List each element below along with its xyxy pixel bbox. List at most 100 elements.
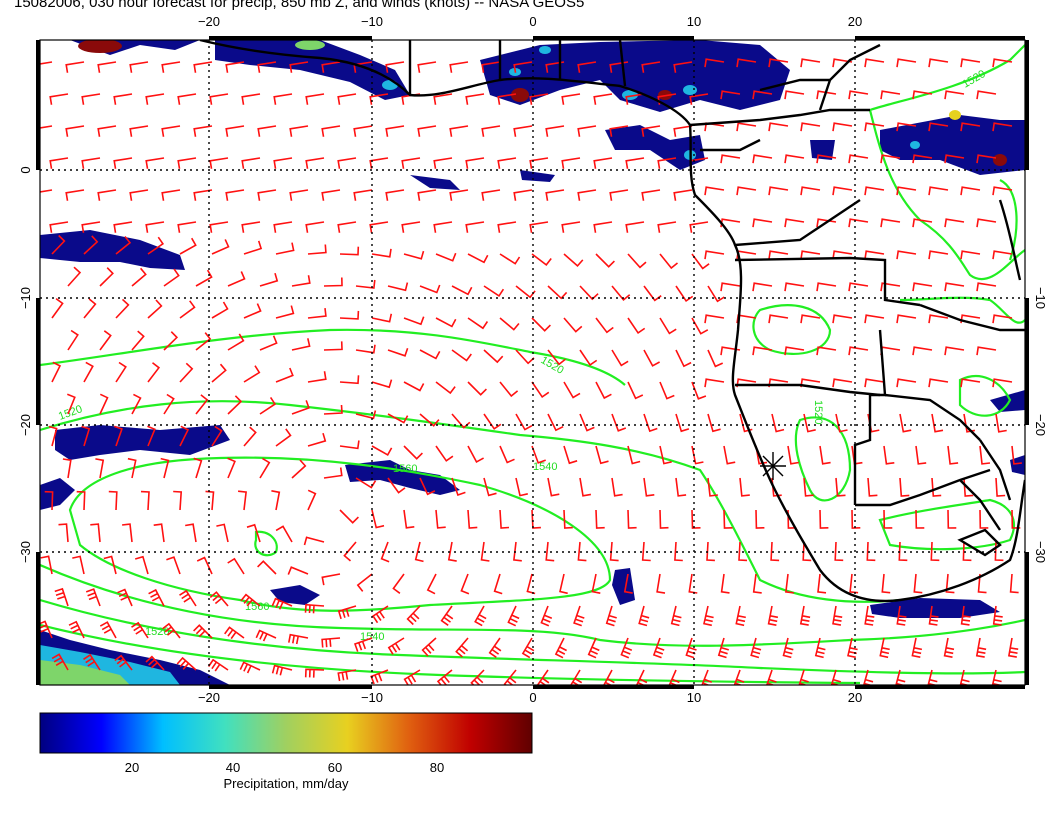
wind-barb	[529, 221, 549, 233]
wind-barb	[750, 637, 762, 659]
wind-barb	[577, 189, 597, 201]
precip-area	[870, 598, 1000, 618]
map-plot-area	[40, 40, 1025, 685]
wind-barb	[99, 393, 109, 415]
wind-barb	[227, 271, 246, 287]
wind-barb	[992, 250, 1013, 260]
wind-barb	[289, 61, 309, 73]
wind-barb	[65, 189, 85, 201]
wind-barb	[547, 413, 564, 432]
wind-barb	[353, 637, 373, 652]
wind-barb	[115, 298, 130, 319]
wind-barb	[193, 624, 213, 639]
wind-barb	[720, 154, 741, 164]
precip-area	[520, 170, 555, 182]
wind-barb	[945, 573, 955, 594]
wind-barb	[40, 125, 53, 129]
wind-barb	[784, 90, 805, 100]
wind-barb	[784, 154, 805, 164]
wind-barb	[960, 122, 981, 132]
wind-barb	[579, 413, 595, 432]
lat-tick-label: −30	[18, 541, 33, 563]
wind-barb	[707, 285, 725, 303]
wind-barb	[353, 125, 373, 137]
wind-barb	[153, 523, 165, 543]
land-border	[998, 199, 1022, 281]
wind-barb	[911, 637, 923, 658]
lon-tick-label: 20	[848, 14, 862, 29]
contour-line	[878, 498, 1016, 551]
wind-barb	[339, 246, 360, 256]
wind-barb	[736, 186, 757, 196]
wind-barb	[559, 573, 568, 595]
wind-barb	[848, 154, 869, 164]
wind-barb	[209, 221, 229, 233]
wind-barb	[627, 381, 644, 400]
precip-area	[215, 40, 410, 100]
wind-barb	[465, 157, 485, 169]
wind-barb	[992, 186, 1013, 196]
wind-barb	[864, 378, 885, 388]
wind-barb	[323, 404, 343, 415]
wind-barb	[561, 93, 581, 105]
wind-barb	[656, 573, 666, 594]
wind-barb	[928, 58, 949, 68]
wind-barb	[99, 330, 112, 351]
wind-barb	[117, 588, 133, 607]
wind-barb	[179, 362, 194, 383]
wind-barb	[259, 335, 278, 351]
wind-barb	[851, 509, 861, 529]
wind-barb	[521, 637, 535, 659]
wind-barb	[898, 541, 908, 562]
wind-barb	[387, 347, 409, 357]
wind-barb	[435, 317, 457, 328]
frame-ticks	[36, 36, 1029, 689]
wind-barb	[782, 637, 794, 659]
wind-barb	[243, 365, 261, 383]
wind-barb	[641, 61, 661, 73]
wind-barb	[707, 413, 721, 433]
wind-barb	[193, 457, 203, 479]
wind-barb	[547, 477, 560, 497]
wind-barb	[499, 509, 510, 529]
wind-barb	[593, 221, 613, 233]
wind-barb	[419, 284, 441, 294]
wind-barb	[515, 349, 535, 365]
wind-barb	[577, 125, 597, 137]
wind-barb	[435, 381, 456, 395]
wind-barb	[834, 541, 844, 562]
lon-tick-label: −20	[198, 690, 220, 705]
wind-barb	[161, 125, 181, 137]
wind-barb	[337, 669, 357, 682]
wind-barb	[912, 154, 933, 164]
contour-line	[40, 563, 1025, 647]
wind-barb	[90, 523, 101, 543]
wind-barb	[915, 445, 927, 465]
wind-barb	[723, 509, 733, 529]
wind-barb	[864, 314, 885, 324]
wind-barb	[65, 61, 85, 73]
wind-barb	[704, 250, 725, 260]
precip-area	[949, 110, 961, 120]
wind-barb	[554, 637, 567, 659]
wind-barb	[108, 490, 118, 511]
wind-barb	[880, 90, 901, 100]
wind-barb	[129, 125, 149, 137]
wind-barb	[403, 250, 425, 260]
wind-barb	[547, 349, 566, 366]
wind-barb	[307, 244, 327, 255]
wind-barb	[474, 605, 487, 627]
wind-barb	[577, 61, 597, 73]
wind-barb	[307, 308, 327, 319]
wind-barb	[147, 425, 156, 447]
wind-barb	[483, 349, 504, 364]
wind-barb	[433, 157, 453, 169]
wind-barb	[707, 349, 724, 368]
wind-barb	[131, 621, 149, 639]
wind-barb	[992, 314, 1013, 324]
wind-barb	[832, 122, 853, 132]
wind-barb	[960, 58, 981, 68]
wind-barb	[225, 61, 245, 73]
wind-barb	[289, 125, 309, 137]
wind-barb	[113, 157, 133, 169]
